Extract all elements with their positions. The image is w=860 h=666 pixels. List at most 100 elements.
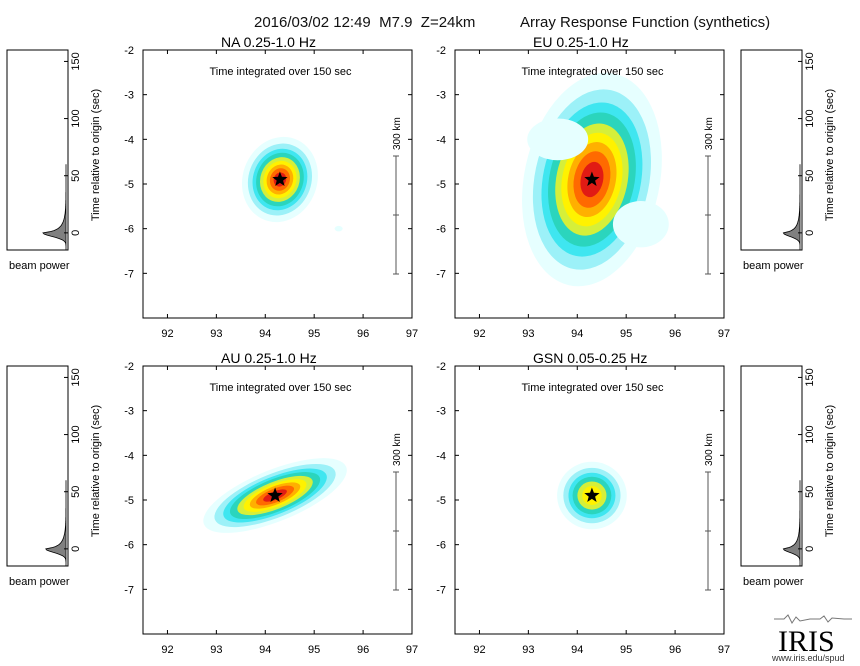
beam-power-trace [782, 164, 801, 250]
x-tick-label: 92 [473, 644, 485, 656]
y-tick-label: -6 [436, 224, 446, 236]
x-tick-label: 97 [406, 644, 418, 656]
x-tick-label: 94 [259, 644, 271, 656]
beam-power-trace [42, 164, 67, 250]
x-tick-label: 94 [571, 644, 583, 656]
beam-map-panel: 92 93 94 95 96 97 -2 -3 -4 -5 -6 -7 300 km NA 0.25-1.… [124, 34, 418, 340]
beam-power-trace-panel: 0 50 100 150 Time relative to origin (sec) be… [740, 365, 836, 588]
trace-y-axis-label: Time relative to origin (sec) [824, 89, 836, 221]
panel-subtitle: Time integrated over 150 sec [209, 382, 352, 394]
panel-subtitle: Time integrated over 150 sec [209, 66, 352, 78]
contour-level [612, 201, 669, 248]
trace-tick-label: 50 [804, 170, 816, 182]
scale-bar-label: 300 km [392, 117, 403, 150]
trace-frame [740, 365, 803, 567]
y-tick-label: -6 [124, 224, 134, 236]
x-tick-label: 94 [259, 328, 271, 340]
x-tick-label: 97 [406, 328, 418, 340]
y-tick-label: -7 [124, 584, 134, 596]
x-tick-label: 92 [161, 644, 173, 656]
x-tick-label: 97 [718, 644, 730, 656]
y-tick-label: -5 [124, 179, 134, 191]
beam-power-trace-panel: 0 50 100 150 Time relative to origin (sec) be… [6, 49, 102, 272]
trace-tick-label: 0 [70, 230, 82, 236]
beam-power-blob [612, 201, 669, 248]
y-tick-label: -4 [436, 134, 446, 146]
beam-map-panel: 92 93 94 95 96 97 -2 -3 -4 -5 -6 -7 300 km GSN 0.05-0… [436, 350, 730, 656]
trace-tick-label: 0 [804, 230, 816, 236]
epicenter-star-icon [272, 171, 288, 186]
trace-tick-label: 50 [804, 486, 816, 498]
beam-power-blob [334, 225, 343, 232]
y-tick-label: -3 [124, 406, 134, 418]
trace-frame [6, 365, 69, 567]
epicenter-star-icon [267, 487, 283, 502]
trace-tick-label: 100 [70, 109, 82, 127]
trace-tick-label: 0 [70, 546, 82, 552]
y-tick-label: -5 [436, 495, 446, 507]
trace-tick-label: 150 [70, 368, 82, 386]
contour-level [334, 225, 343, 232]
x-tick-label: 96 [669, 328, 681, 340]
trace-tick-label: 0 [804, 546, 816, 552]
y-tick-label: -5 [436, 179, 446, 191]
trace-x-axis-label: beam power [9, 260, 70, 272]
event-header: 2016/03/02 12:49 M7.9 Z=24km [254, 14, 476, 31]
logo-text: IRIS [778, 625, 835, 658]
x-tick-label: 92 [473, 328, 485, 340]
trace-tick-label: 150 [804, 368, 816, 386]
panel-title: EU 0.25-1.0 Hz [533, 34, 629, 50]
x-tick-label: 92 [161, 328, 173, 340]
x-tick-label: 94 [571, 328, 583, 340]
trace-frame [6, 49, 69, 251]
y-tick-label: -3 [436, 90, 446, 102]
y-tick-label: -4 [436, 450, 446, 462]
x-tick-label: 95 [620, 644, 632, 656]
y-tick-label: -2 [124, 45, 134, 57]
y-tick-label: -2 [436, 361, 446, 373]
y-tick-label: -2 [124, 361, 134, 373]
trace-frame [740, 49, 803, 251]
figure-title: Array Response Function (synthetics) [520, 14, 771, 31]
trace-tick-label: 100 [804, 425, 816, 443]
panel-title: AU 0.25-1.0 Hz [221, 350, 317, 366]
trace-tick-label: 150 [804, 52, 816, 70]
y-tick-label: -7 [436, 268, 446, 280]
trace-x-axis-label: beam power [9, 576, 70, 588]
beam-power-trace [782, 480, 801, 566]
panel-title: GSN 0.05-0.25 Hz [533, 350, 647, 366]
trace-y-axis-label: Time relative to origin (sec) [90, 89, 102, 221]
panel-title: NA 0.25-1.0 Hz [221, 34, 316, 50]
x-tick-label: 95 [308, 644, 320, 656]
epicenter-star-icon [584, 171, 600, 186]
trace-tick-label: 50 [70, 170, 82, 182]
x-tick-label: 93 [522, 328, 534, 340]
scale-bar-label: 300 km [704, 117, 715, 150]
logo-url: www.iris.edu/spud [771, 653, 845, 663]
x-tick-label: 93 [522, 644, 534, 656]
trace-x-axis-label: beam power [743, 260, 804, 272]
epicenter-star-icon [584, 487, 600, 502]
beam-power-trace-panel: 0 50 100 150 Time relative to origin (sec) be… [740, 49, 836, 272]
scale-bar-label: 300 km [704, 433, 715, 466]
x-tick-label: 93 [210, 644, 222, 656]
beam-map-panel: 92 93 94 95 96 97 -2 -3 -4 -5 -6 -7 300 km AU 0.25-1.… [124, 350, 418, 656]
y-tick-label: -2 [436, 45, 446, 57]
y-tick-label: -3 [436, 406, 446, 418]
x-tick-label: 95 [308, 328, 320, 340]
contour-level [527, 118, 589, 161]
beam-power-blob [527, 118, 589, 161]
y-tick-label: -5 [124, 495, 134, 507]
trace-tick-label: 50 [70, 486, 82, 498]
y-tick-label: -3 [124, 90, 134, 102]
x-tick-label: 96 [669, 644, 681, 656]
x-tick-label: 96 [357, 644, 369, 656]
beam-map-panel: 92 93 94 95 96 97 -2 -3 -4 -5 -6 -7 300 km EU 0.25-1.… [436, 34, 730, 340]
x-tick-label: 97 [718, 328, 730, 340]
trace-x-axis-label: beam power [743, 576, 804, 588]
x-tick-label: 93 [210, 328, 222, 340]
iris-logo: IRIS www.iris.edu/spud [771, 614, 852, 663]
panel-subtitle: Time integrated over 150 sec [521, 382, 664, 394]
